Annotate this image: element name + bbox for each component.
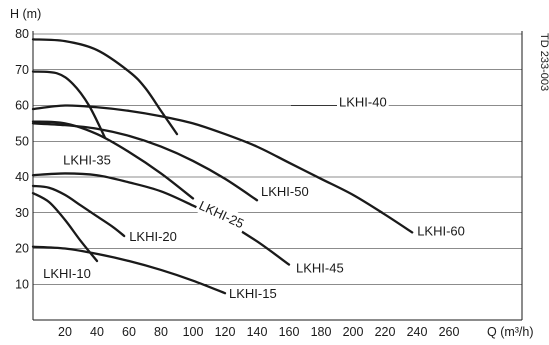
curve-label-bg-lkhi-25 [194,195,249,234]
curve-lkhi-35 [31,70,107,139]
x-tick-label-200: 200 [343,325,364,339]
gridlines [33,33,522,285]
curve-label-bg-lkhi-60 [415,222,467,240]
curve-labels: LKHI-10 LKHI-15 LKHI-20 LKHI-25 LKHI-35 LKHI-… [41,93,467,303]
y-tick-label-50: 50 [15,134,29,148]
y-tick-label-80: 80 [15,27,29,41]
curve-lkhi-10 [31,191,99,263]
y-axis-title: H (m) [10,7,41,21]
curve-lkhi-45 [31,172,291,266]
curve-label-group-lkhi-20: LKHI-20 [127,227,179,245]
y-tick-label-70: 70 [15,63,29,77]
curve-label-lkhi-15: LKHI-15 [229,286,277,301]
curve-label-bg-lkhi-45 [294,259,346,277]
x-tick-label-240: 240 [407,325,428,339]
x-tick-label-60: 60 [122,325,136,339]
y-tick-label-10: 10 [15,277,29,291]
tick-labels: 10 20 30 40 50 60 70 80 20 40 60 80 100 120 140 160 180 2… [15,27,459,339]
curve-label-group-lkhi-45: LKHI-45 [294,259,346,277]
x-tick-label-140: 140 [247,325,268,339]
curve-label-group-lkhi-40: LKHI-40 [337,93,389,111]
curve-label-bg-lkhi-40 [337,93,389,111]
curve-lkhi-50 [31,122,259,202]
curve-label-lkhi-50: LKHI-50 [261,184,309,199]
y-tick-label-40: 40 [15,170,29,184]
x-tick-label-100: 100 [183,325,204,339]
curve-label-group-lkhi-15: LKHI-15 [227,285,279,303]
y-tick-label-30: 30 [15,206,29,220]
x-tick-label-180: 180 [311,325,332,339]
curve-label-lkhi-35: LKHI-35 [63,153,111,168]
drawing-code: TD 233-003 [538,33,549,91]
curve-label-lkhi-25: LKHI-25 [197,198,247,232]
curve-lkhi-25 [31,120,195,200]
curve-label-bg-lkhi-20 [127,227,179,245]
x-tick-label-40: 40 [90,325,104,339]
pump-curves [31,38,414,295]
curve-label-group-lkhi-25: LKHI-25 [194,195,249,234]
curve-label-group-lkhi-60: LKHI-60 [415,222,467,240]
curve-label-lkhi-45: LKHI-45 [296,261,344,276]
x-tick-label-80: 80 [154,325,168,339]
curve-label-lkhi-40: LKHI-40 [339,95,387,110]
curve-lkhi-15 [31,245,227,295]
plot-frame [32,31,523,321]
curve-label-bg-lkhi-35 [61,151,113,169]
curve-lkhi-60 [31,104,414,234]
curve-label-bg-lkhi-10 [41,265,93,283]
x-axis-title: Q (m³/h) [487,325,534,339]
curve-lkhi-40 [31,38,179,136]
curve-label-lkhi-60: LKHI-60 [417,223,465,238]
y-tick-label-20: 20 [15,242,29,256]
curve-label-bg-lkhi-50 [259,183,311,201]
x-tick-label-160: 160 [279,325,300,339]
curve-label-bg-lkhi-15 [227,285,279,303]
x-tick-label-260: 260 [439,325,460,339]
x-tick-label-120: 120 [215,325,236,339]
curve-label-lkhi-20: LKHI-20 [129,229,177,244]
x-tick-label-20: 20 [58,325,72,339]
curve-lkhi-20 [31,184,126,238]
curve-label-group-lkhi-35: LKHI-35 [61,151,113,169]
curve-label-group-lkhi-50: LKHI-50 [259,183,311,201]
y-tick-label-60: 60 [15,99,29,113]
curve-label-group-lkhi-10: LKHI-10 [41,265,93,283]
curve-label-lkhi-10: LKHI-10 [43,266,91,281]
x-tick-label-220: 220 [375,325,396,339]
